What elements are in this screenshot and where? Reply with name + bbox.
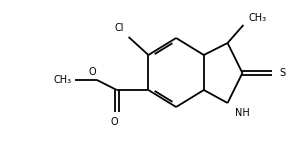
Text: O: O [88, 67, 96, 77]
Text: CH₃: CH₃ [53, 75, 71, 85]
Text: S: S [279, 68, 285, 78]
Text: Cl: Cl [114, 23, 124, 33]
Text: CH₃: CH₃ [248, 13, 267, 23]
Text: O: O [111, 117, 119, 127]
Text: NH: NH [235, 108, 250, 118]
